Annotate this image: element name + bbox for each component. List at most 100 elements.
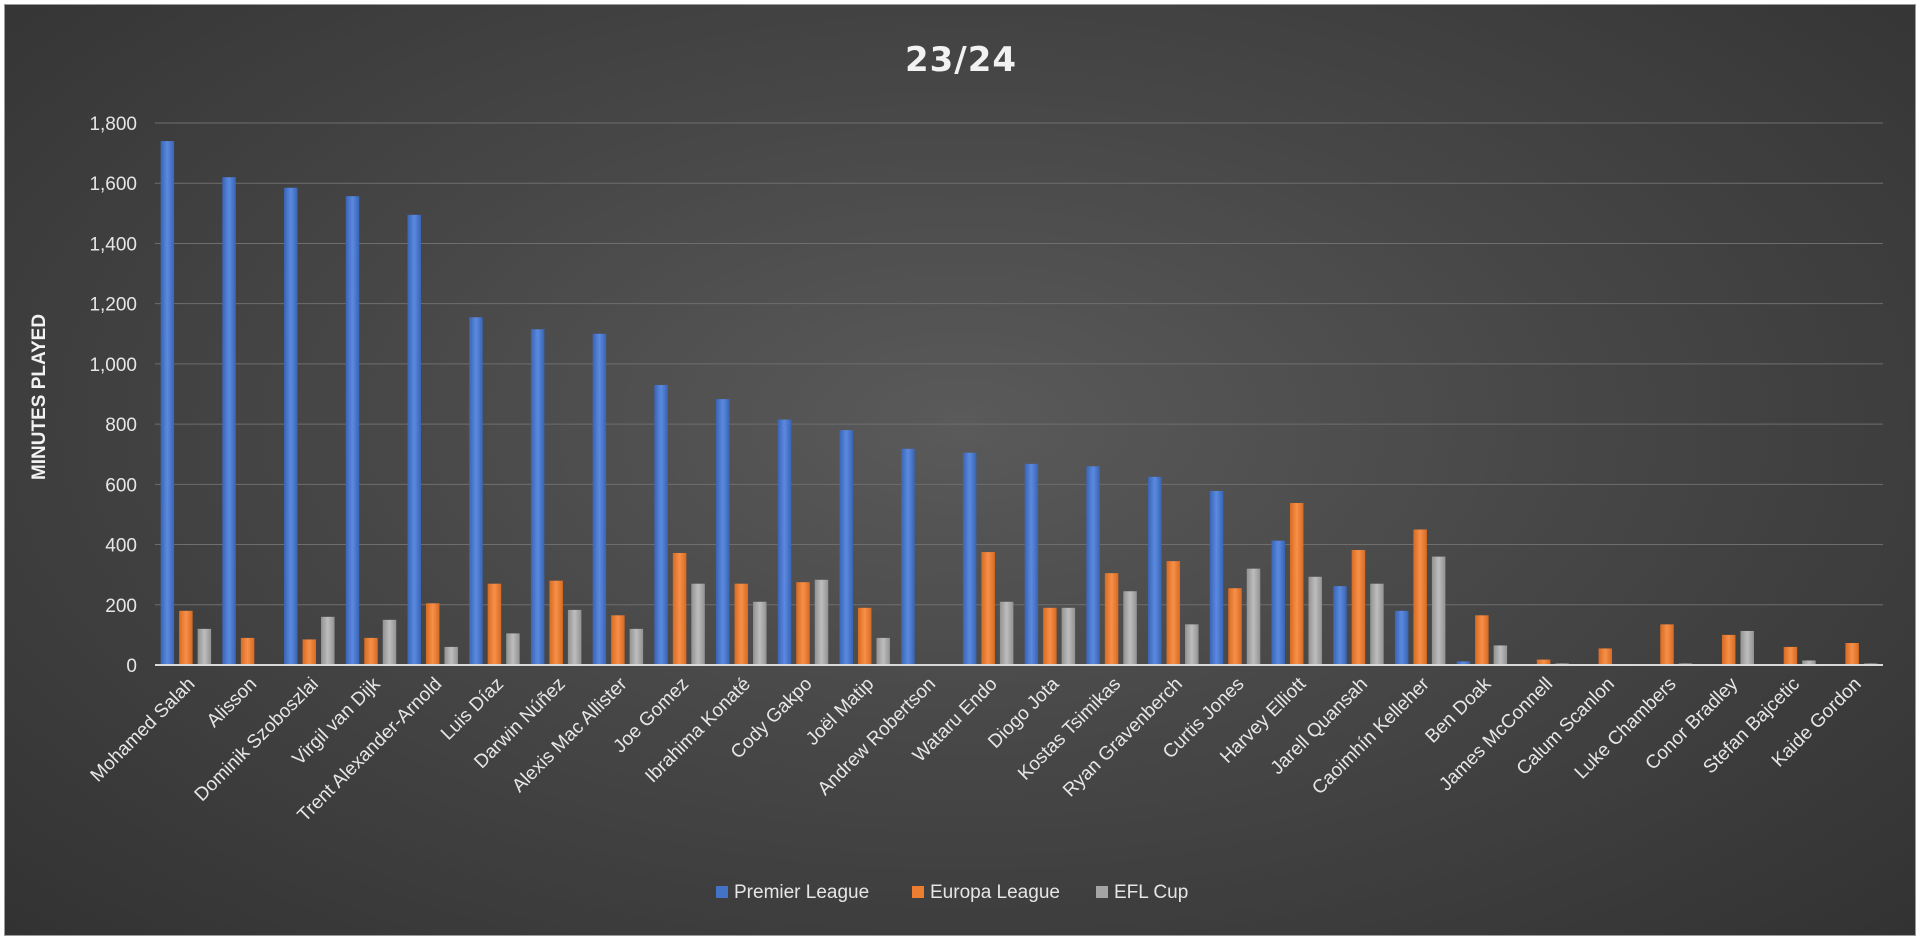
bar-europa-league-mohamed-salah — [179, 610, 193, 665]
bar-efl-cup-alexis-mac-allister — [629, 628, 644, 665]
bar-europa-league-conor-bradley — [1721, 634, 1736, 665]
bar-premier-league-trent-alexander-arnold — [407, 214, 421, 665]
bar-efl-cup-joel-matip — [876, 637, 890, 665]
bar-chart: 23/24 MINUTES PLAYED 0 200 400 600 800 1,000 1… — [29, 40, 1883, 903]
y-axis-label: MINUTES PLAYED — [29, 314, 50, 480]
bar-premier-league-alisson — [222, 177, 236, 665]
bar-europa-league-stefan-bajcetic — [1783, 646, 1798, 665]
bar-efl-cup-cody-gakpo — [814, 579, 829, 665]
bar-europa-league-harvey-elliott — [1289, 503, 1304, 665]
bar-europa-league-luke-chambers — [1660, 624, 1674, 665]
bar-europa-league-james-mcconnell — [1536, 659, 1551, 665]
bar-premier-league-jarell-quansah — [1333, 586, 1347, 665]
bar-premier-league-joe-gomez — [654, 384, 668, 665]
bar-europa-league-caoimhin-kelleher — [1413, 529, 1427, 665]
y-tick-label: 1,600 — [89, 174, 137, 195]
legend-swatch-efl-cup — [1096, 886, 1108, 898]
bar-premier-league-curtis-jones — [1209, 490, 1224, 665]
bar-efl-cup-virgil-van-dijk — [382, 619, 397, 665]
y-tick-label: 600 — [105, 475, 137, 496]
bars — [160, 141, 1878, 666]
bar-efl-cup-trent-alexander-arnold — [444, 646, 458, 665]
bar-efl-cup-stefan-bajcetic — [1802, 660, 1816, 665]
bar-premier-league-andrew-robertson — [901, 448, 915, 665]
y-axis-ticks: 0 200 400 600 800 1,000 1,200 1,400 1,600 1,800 — [89, 114, 137, 677]
legend-swatch-premier-league — [716, 886, 728, 898]
bar-europa-league-kostas-tsimikas — [1104, 573, 1119, 665]
bar-efl-cup-dominik-szoboszlai — [321, 616, 335, 665]
bar-premier-league-mohamed-salah — [160, 141, 175, 665]
bar-europa-league-virgil-van-dijk — [364, 637, 378, 665]
category-label: Alexis Mac Allister — [508, 673, 632, 797]
y-tick-label: 400 — [105, 536, 137, 557]
bar-premier-league-caoimhin-kelleher — [1394, 610, 1409, 665]
category-label: Mohamed Salah — [87, 674, 200, 787]
bar-premier-league-alexis-mac-allister — [592, 333, 607, 665]
category-label: Ryan Gravenberch — [1059, 674, 1187, 802]
bar-efl-cup-curtis-jones — [1246, 568, 1261, 665]
category-label: Ibrahima Konaté — [641, 674, 754, 787]
bar-europa-league-jarell-quansah — [1351, 549, 1366, 665]
legend-label-europa-league: Europa League — [930, 882, 1060, 903]
bar-efl-cup-caoimhin-kelleher — [1431, 556, 1446, 665]
y-tick-label: 1,000 — [89, 355, 137, 376]
bar-efl-cup-conor-bradley — [1740, 630, 1754, 665]
y-tick-label: 1,200 — [89, 295, 137, 316]
y-tick-label: 200 — [105, 596, 137, 617]
legend: Premier League Europa League EFL Cup — [716, 882, 1188, 903]
legend-label-premier-league: Premier League — [734, 882, 869, 903]
bar-europa-league-wataru-endo — [981, 552, 995, 665]
bar-efl-cup-ibrahima-konate — [753, 601, 767, 665]
bar-efl-cup-wataru-endo — [999, 601, 1014, 665]
category-label: Caoimhín Kelleher — [1308, 673, 1434, 799]
bar-efl-cup-ryan-gravenberch — [1185, 624, 1199, 665]
bar-europa-league-dominik-szoboszlai — [302, 639, 317, 665]
bar-premier-league-joel-matip — [839, 430, 853, 665]
bar-efl-cup-diogo-jota — [1061, 607, 1076, 665]
bar-efl-cup-kostas-tsimikas — [1123, 591, 1137, 665]
bar-premier-league-virgil-van-dijk — [345, 196, 360, 666]
category-label: Andrew Robertson — [814, 674, 940, 800]
category-label: Alisson — [203, 674, 261, 732]
bar-europa-league-curtis-jones — [1228, 588, 1242, 665]
bar-premier-league-cody-gakpo — [777, 419, 792, 665]
bar-premier-league-ibrahima-konate — [716, 399, 730, 665]
y-tick-label: 1,800 — [89, 114, 137, 135]
legend-swatch-europa-league — [912, 886, 924, 898]
bar-europa-league-luis-diaz — [487, 583, 502, 665]
bar-europa-league-joel-matip — [857, 607, 872, 665]
legend-label-efl-cup: EFL Cup — [1114, 882, 1188, 903]
bar-efl-cup-darwin-nunez — [567, 609, 582, 665]
chart-frame: 23/24 MINUTES PLAYED 0 200 400 600 800 1,000 1… — [4, 4, 1916, 936]
bar-europa-league-calum-scanlon — [1598, 648, 1613, 665]
bar-europa-league-alisson — [240, 637, 255, 665]
bar-europa-league-ibrahima-konate — [734, 583, 749, 665]
y-tick-label: 0 — [126, 656, 137, 677]
bar-europa-league-ryan-gravenberch — [1166, 561, 1181, 665]
y-tick-label: 800 — [105, 415, 137, 436]
bar-efl-cup-mohamed-salah — [197, 628, 212, 665]
y-tick-label: 1,400 — [89, 234, 137, 255]
bar-premier-league-dominik-szoboszlai — [284, 187, 298, 666]
bar-premier-league-ryan-gravenberch — [1148, 476, 1162, 665]
bar-efl-cup-ben-doak — [1493, 645, 1508, 665]
bar-europa-league-cody-gakpo — [796, 582, 810, 665]
bar-premier-league-diogo-jota — [1024, 463, 1039, 665]
bar-europa-league-darwin-nunez — [549, 580, 563, 665]
bar-premier-league-luis-diaz — [469, 317, 483, 665]
bar-efl-cup-jarell-quansah — [1370, 583, 1384, 665]
bar-premier-league-ben-doak — [1456, 661, 1471, 665]
bar-premier-league-harvey-elliott — [1271, 540, 1285, 665]
chart-title: 23/24 — [905, 40, 1017, 80]
bar-europa-league-kaide-gordon — [1845, 643, 1859, 665]
category-label: James McConnell — [1435, 674, 1557, 796]
bar-efl-cup-luis-diaz — [506, 633, 520, 665]
bar-premier-league-wataru-endo — [962, 452, 977, 665]
bar-efl-cup-joe-gomez — [691, 583, 705, 665]
bar-premier-league-kostas-tsimikas — [1086, 466, 1100, 665]
gridlines — [155, 122, 1883, 606]
bar-efl-cup-harvey-elliott — [1308, 576, 1322, 665]
bar-europa-league-diogo-jota — [1043, 607, 1057, 665]
bar-europa-league-ben-doak — [1475, 615, 1489, 665]
